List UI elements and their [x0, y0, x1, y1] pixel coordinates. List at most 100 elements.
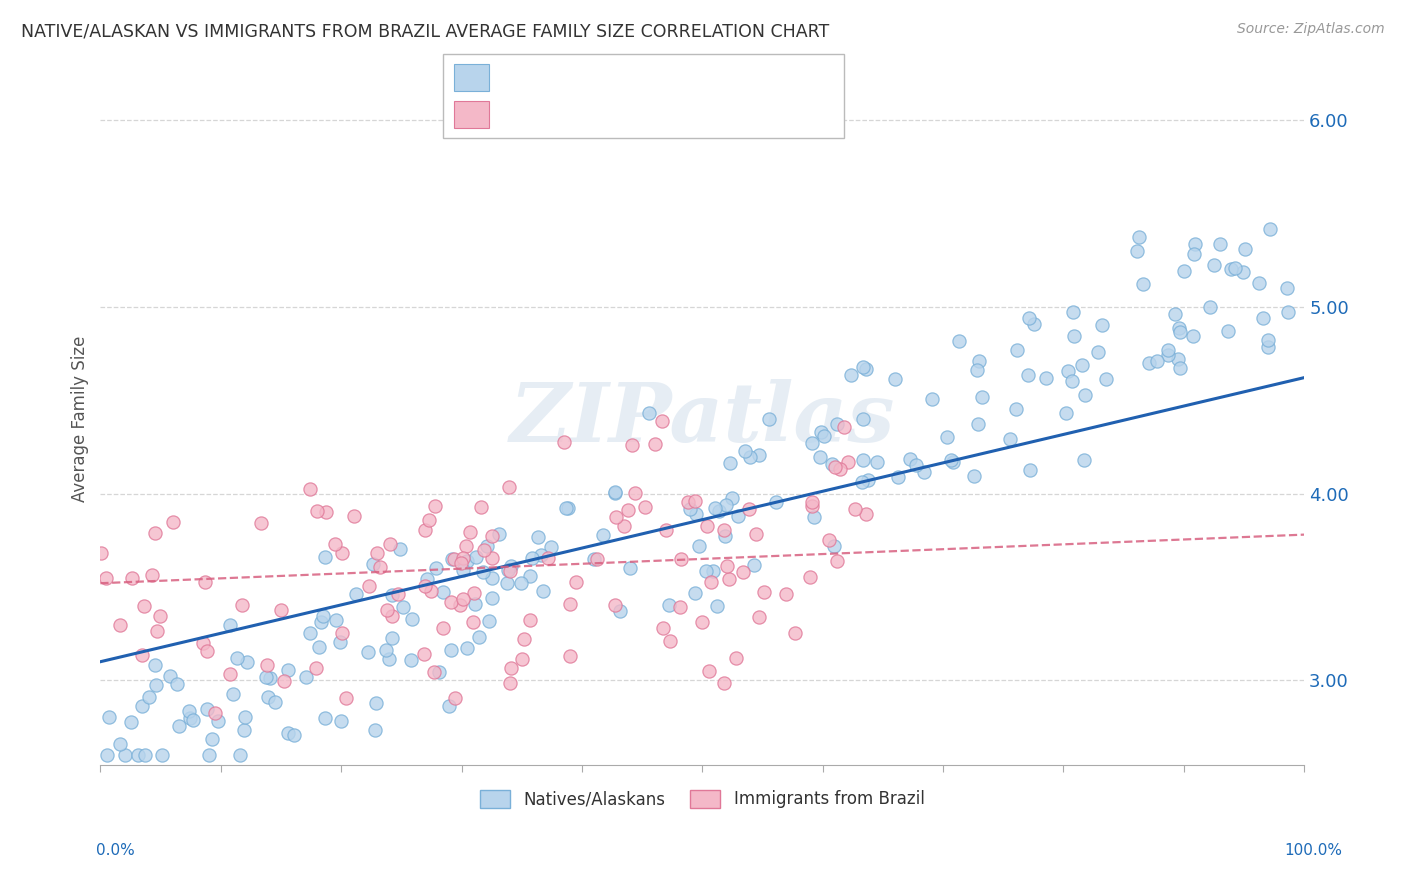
Point: [329, 714, 352, 729]
Point: [132, 599, 155, 613]
Point: [623, 486, 645, 500]
Point: [1063, 329, 1085, 343]
Point: [824, 460, 846, 475]
Point: [419, 583, 441, 598]
Point: [921, 392, 943, 406]
Point: [655, 523, 678, 537]
Point: [432, 585, 454, 599]
Point: [540, 541, 562, 555]
Point: [108, 617, 131, 632]
Point: [1071, 358, 1094, 372]
Point: [1091, 318, 1114, 333]
Point: [481, 529, 503, 543]
Point: [866, 455, 889, 469]
Point: [844, 501, 866, 516]
Point: [222, 687, 245, 701]
Point: [179, 704, 201, 718]
Point: [721, 491, 744, 505]
Point: [652, 620, 675, 634]
Point: [799, 570, 821, 584]
Point: [644, 437, 666, 451]
Point: [1247, 276, 1270, 290]
Text: R =  0.119    N =  116: R = 0.119 N = 116: [501, 105, 716, 123]
Point: [659, 634, 682, 648]
Point: [813, 428, 835, 442]
Point: [283, 728, 305, 742]
Point: [530, 548, 553, 562]
Point: [702, 564, 724, 578]
Point: [1225, 261, 1247, 276]
Point: [437, 698, 460, 713]
Point: [381, 608, 404, 623]
Point: [449, 598, 471, 612]
Point: [731, 565, 754, 579]
Point: [948, 334, 970, 348]
Point: [325, 613, 347, 627]
Point: [191, 636, 214, 650]
Point: [1258, 222, 1281, 236]
Point: [120, 715, 142, 730]
Point: [555, 500, 578, 515]
Point: [1125, 244, 1147, 258]
Point: [416, 572, 439, 586]
Point: [305, 661, 328, 675]
Point: [277, 663, 299, 677]
Point: [912, 465, 935, 479]
Point: [592, 528, 614, 542]
Point: [713, 676, 735, 690]
Point: [1216, 324, 1239, 338]
Point: [138, 690, 160, 704]
Point: [716, 498, 738, 512]
Point: [1139, 356, 1161, 370]
Point: [167, 719, 190, 733]
Point: [450, 556, 472, 570]
Point: [150, 748, 173, 763]
Point: [440, 642, 463, 657]
Point: [143, 657, 166, 672]
Point: [519, 568, 541, 582]
Point: [603, 485, 626, 500]
Point: [456, 640, 478, 655]
Point: [308, 640, 330, 654]
Point: [678, 502, 700, 516]
Point: [603, 598, 626, 612]
Point: [742, 558, 765, 572]
Point: [557, 501, 579, 516]
Point: [193, 574, 215, 589]
Point: [181, 713, 204, 727]
Point: [97, 709, 120, 723]
Point: [565, 574, 588, 589]
Point: [1018, 311, 1040, 326]
Point: [669, 599, 692, 614]
Point: [1035, 371, 1057, 385]
Point: [432, 621, 454, 635]
Point: [299, 483, 322, 497]
Point: [499, 558, 522, 573]
Point: [401, 612, 423, 626]
Point: [603, 486, 626, 500]
Point: [392, 599, 415, 614]
Point: [1202, 258, 1225, 272]
Point: [443, 552, 465, 566]
Point: [294, 670, 316, 684]
Point: [800, 436, 823, 450]
Point: [456, 553, 478, 567]
Point: [474, 543, 496, 558]
Point: [464, 549, 486, 564]
Legend: Natives/Alaskans, Immigrants from Brazil: Natives/Alaskans, Immigrants from Brazil: [474, 783, 931, 815]
Point: [856, 474, 879, 488]
Point: [935, 430, 957, 444]
Point: [1168, 320, 1191, 334]
Point: [498, 676, 520, 690]
Point: [1005, 343, 1028, 358]
Text: 100.0%: 100.0%: [1285, 843, 1343, 858]
Point: [905, 458, 928, 472]
Point: [389, 541, 412, 556]
Point: [821, 457, 844, 471]
Point: [617, 503, 640, 517]
Point: [381, 588, 404, 602]
Point: [162, 515, 184, 529]
Point: [775, 587, 797, 601]
Point: [758, 412, 780, 426]
Point: [325, 536, 347, 550]
